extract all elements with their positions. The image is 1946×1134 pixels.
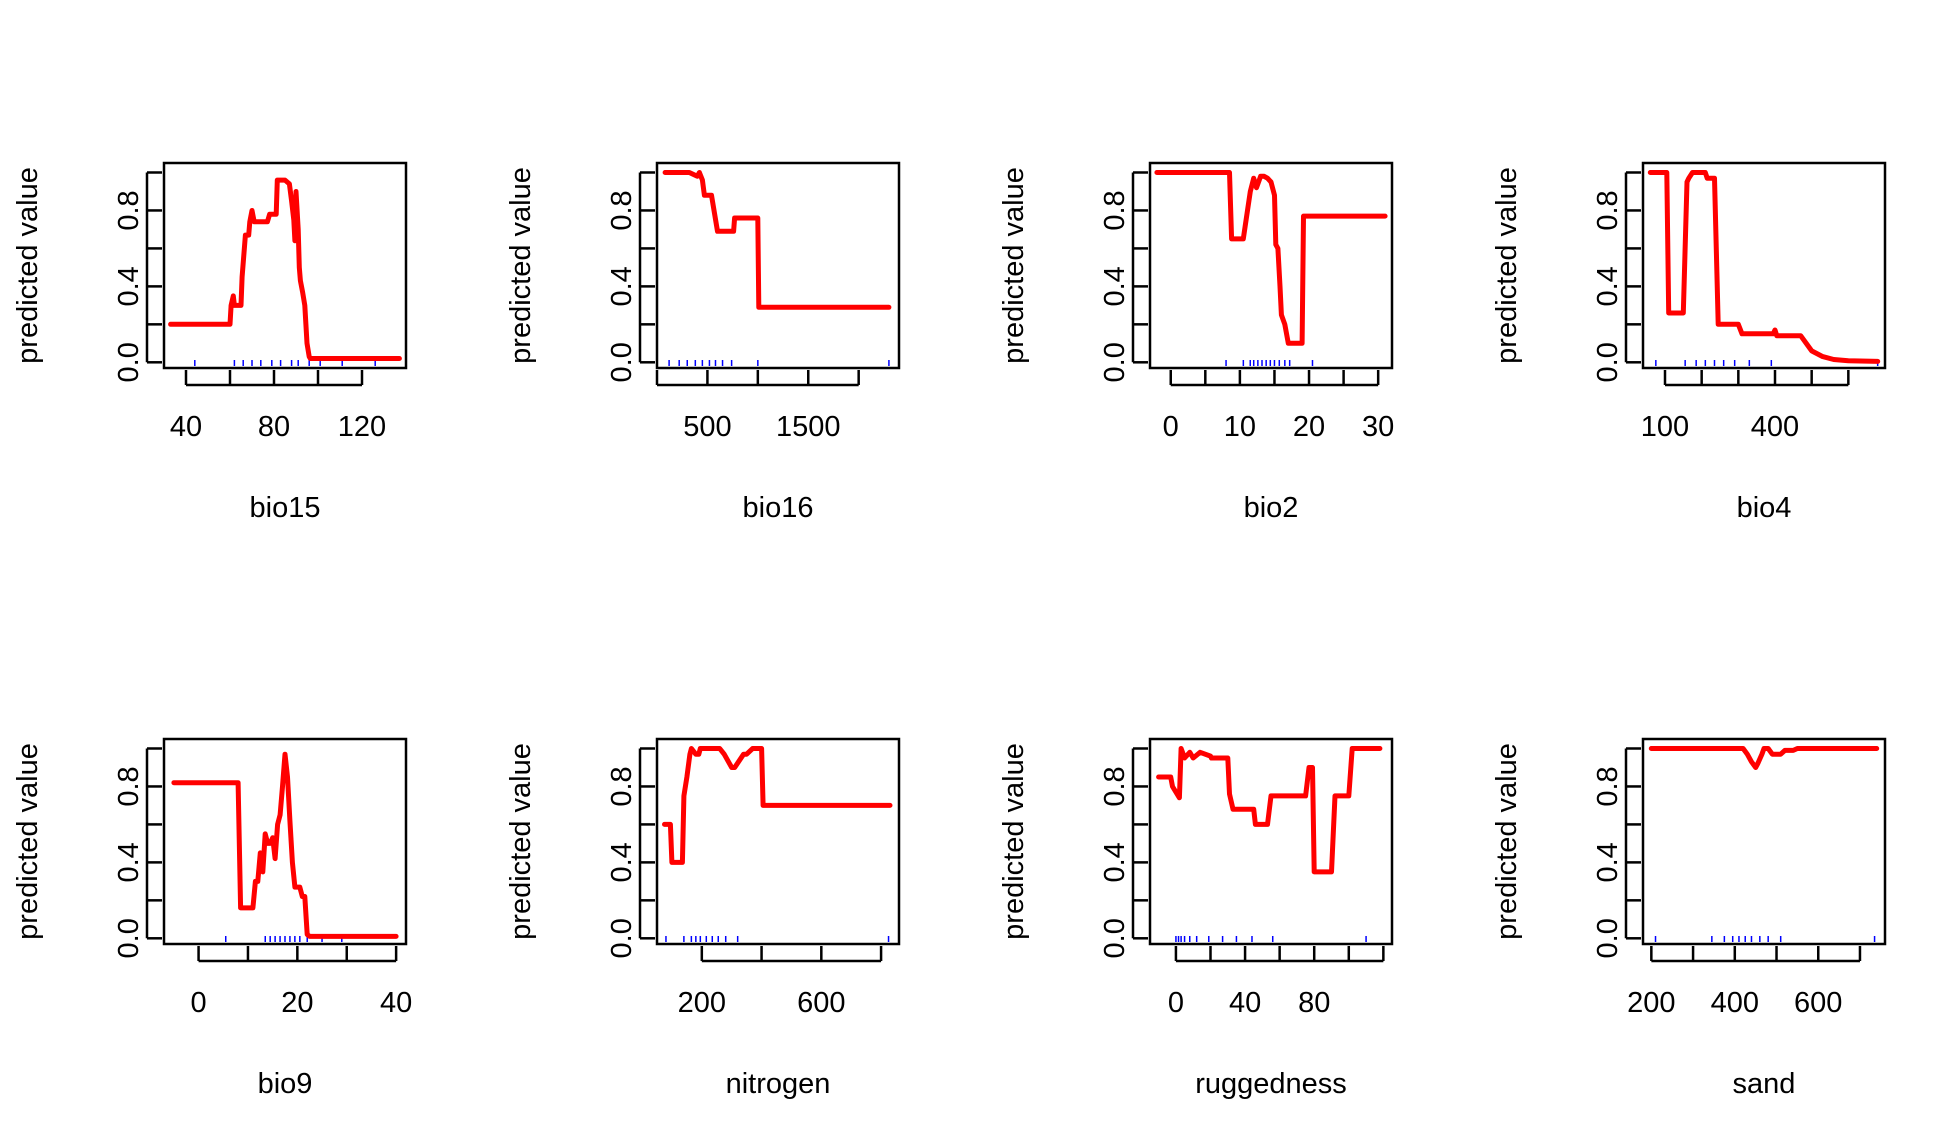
- x-tick-label: 1500: [776, 411, 841, 443]
- y-tick-label: 0.8: [1099, 190, 1131, 230]
- y-tick-label: 0.4: [1099, 266, 1131, 306]
- response-curve: [1154, 170, 1388, 346]
- x-tick-label: 40: [380, 987, 412, 1019]
- y-axis-title: predicted value: [998, 167, 1030, 364]
- plot-frame: [162, 737, 408, 946]
- y-tick-label: 0.8: [1099, 766, 1131, 806]
- y-tick-label: 0.8: [1592, 190, 1624, 230]
- y-axis-title: predicted value: [12, 167, 44, 364]
- y-tick-label: 0.0: [113, 342, 145, 382]
- x-axis-title: bio9: [258, 1068, 313, 1100]
- plot-frame: [162, 161, 408, 370]
- plot-frame: [1641, 161, 1887, 370]
- panel-ruggedness: 0.0 0.4 0.8 0 40 80 ruggedness predicted value: [998, 737, 1394, 1100]
- y-tick-label: 0.0: [113, 918, 145, 958]
- y-tick-label: 0.4: [1099, 842, 1131, 882]
- x-tick-label: 200: [678, 987, 726, 1019]
- x-tick-label: 80: [258, 411, 290, 443]
- x-tick-label: 40: [1229, 987, 1261, 1019]
- x-axis-title: bio2: [1244, 492, 1299, 524]
- response-curve: [1648, 746, 1880, 770]
- response-curve: [1156, 746, 1383, 875]
- y-axis-title: predicted value: [505, 167, 537, 364]
- x-tick-label: 500: [683, 411, 731, 443]
- x-tick-label: 120: [338, 411, 386, 443]
- plot-frame: [1148, 737, 1394, 946]
- panel-bio4: 0.0 0.4 0.8 100 400 bio4 predicted value: [1491, 161, 1887, 524]
- x-tick-label: 40: [170, 411, 202, 443]
- x-tick-label: 600: [1794, 987, 1842, 1019]
- panel-bio2: 0.0 0.4 0.8 0 10 20 30 bio2 predicted value: [998, 161, 1394, 524]
- y-tick-label: 0.0: [606, 918, 638, 958]
- x-tick-label: 20: [281, 987, 313, 1019]
- x-axis-title: bio15: [250, 492, 321, 524]
- response-curve: [171, 751, 399, 939]
- panel-bio16: 0.0 0.4 0.8 500 1500 bio16 predicted value: [505, 161, 901, 524]
- y-tick-label: 0.8: [113, 766, 145, 806]
- plot-frame: [1148, 161, 1394, 370]
- y-tick-label: 0.4: [1592, 842, 1624, 882]
- y-tick-label: 0.0: [1592, 918, 1624, 958]
- panel-bio15: 0.0 0.4 0.8 40 80 120 bio15 predicted value: [12, 161, 408, 524]
- plot-frame: [655, 161, 901, 370]
- panel-bio9: 0.0 0.4 0.8 0 20 40 bio9 predicted value: [12, 737, 412, 1100]
- y-tick-label: 0.4: [606, 842, 638, 882]
- response-curve: [662, 746, 893, 865]
- y-tick-label: 0.4: [113, 842, 145, 882]
- x-tick-label: 30: [1362, 411, 1394, 443]
- x-axis-title: ruggedness: [1195, 1068, 1347, 1100]
- x-tick-label: 20: [1293, 411, 1325, 443]
- y-tick-label: 0.8: [606, 766, 638, 806]
- x-axis-title: bio4: [1737, 492, 1792, 524]
- y-tick-label: 0.8: [113, 190, 145, 230]
- x-tick-label: 600: [797, 987, 845, 1019]
- y-tick-label: 0.0: [606, 342, 638, 382]
- y-tick-label: 0.4: [113, 266, 145, 306]
- x-axis-title: nitrogen: [726, 1068, 831, 1100]
- response-curve: [168, 177, 402, 361]
- x-tick-label: 0: [1168, 987, 1184, 1019]
- x-tick-label: 400: [1751, 411, 1799, 443]
- y-axis-title: predicted value: [505, 743, 537, 940]
- x-tick-label: 200: [1627, 987, 1675, 1019]
- y-axis-title: predicted value: [998, 743, 1030, 940]
- response-curve: [1647, 170, 1881, 364]
- y-tick-label: 0.0: [1099, 918, 1131, 958]
- y-tick-label: 0.8: [606, 190, 638, 230]
- y-tick-label: 0.8: [1592, 766, 1624, 806]
- x-tick-label: 0: [1163, 411, 1179, 443]
- plot-frame: [655, 737, 901, 946]
- plot-frame: [1641, 737, 1887, 946]
- response-curve: [662, 170, 892, 310]
- x-tick-label: 0: [191, 987, 207, 1019]
- y-tick-label: 0.0: [1099, 342, 1131, 382]
- y-tick-label: 0.4: [1592, 266, 1624, 306]
- x-axis-title: bio16: [743, 492, 814, 524]
- y-tick-label: 0.0: [1592, 342, 1624, 382]
- panel-sand: 0.0 0.4 0.8 200 400 600 sand predicted value: [1491, 737, 1887, 1100]
- x-tick-label: 10: [1224, 411, 1256, 443]
- y-tick-label: 0.4: [606, 266, 638, 306]
- panel-nitrogen: 0.0 0.4 0.8 200 600 nitrogen predicted value: [505, 737, 901, 1100]
- y-axis-title: predicted value: [1491, 167, 1523, 364]
- x-tick-label: 100: [1641, 411, 1689, 443]
- x-axis-title: sand: [1733, 1068, 1796, 1100]
- x-tick-label: 80: [1298, 987, 1330, 1019]
- y-axis-title: predicted value: [12, 743, 44, 940]
- x-tick-label: 400: [1711, 987, 1759, 1019]
- y-axis-title: predicted value: [1491, 743, 1523, 940]
